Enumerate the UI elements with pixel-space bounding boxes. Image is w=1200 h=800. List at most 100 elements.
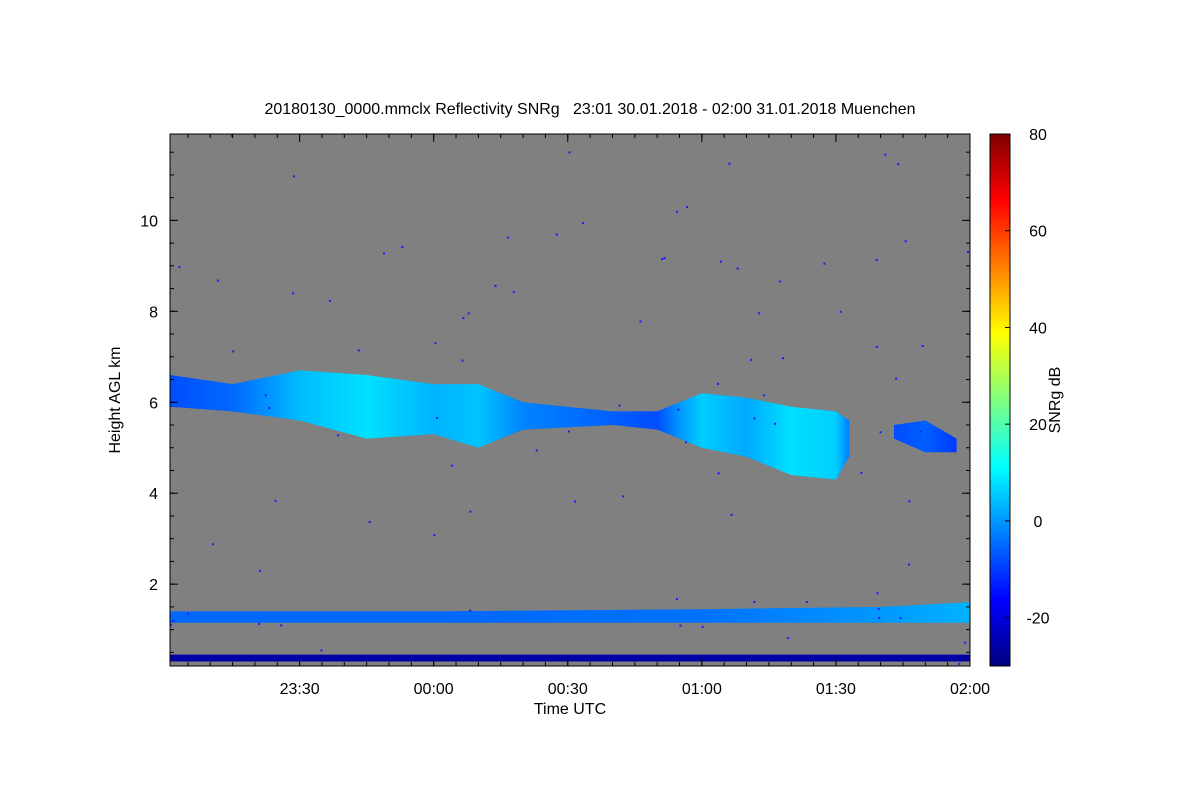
noise-speckle xyxy=(675,210,678,213)
noise-speckle xyxy=(967,251,969,253)
noise-speckle xyxy=(494,284,497,287)
noise-speckle xyxy=(921,345,924,348)
x-tick-label: 23:30 xyxy=(280,681,320,698)
noise-speckle xyxy=(462,317,465,320)
x-tick-label: 01:00 xyxy=(682,681,722,698)
noise-speckle xyxy=(555,233,558,236)
y-tick-label: 6 xyxy=(149,395,158,412)
noise-speckle xyxy=(908,500,911,503)
x-axis: 23:30 00:00 00:30 01:00 01:30 02:00 xyxy=(187,134,990,698)
chart-title: 20180130_0000.mmclx Reflectivity SNRg 23… xyxy=(264,101,915,118)
noise-speckle xyxy=(469,510,472,513)
noise-speckle xyxy=(757,312,760,315)
noise-speckle xyxy=(172,619,175,622)
noise-speckle xyxy=(677,408,680,411)
noise-speckle xyxy=(860,471,863,474)
noise-speckle xyxy=(451,464,454,467)
colorbar-tick-label: 20 xyxy=(1029,417,1047,434)
noise-speckle xyxy=(717,382,720,385)
noise-speckle xyxy=(639,320,642,323)
colorbar-tick-label: 40 xyxy=(1029,320,1047,337)
noise-speckle xyxy=(469,609,472,612)
noise-speckle xyxy=(264,394,267,397)
x-tick-label: 02:00 xyxy=(950,681,990,698)
noise-speckle xyxy=(728,162,731,165)
noise-speckle xyxy=(736,267,739,270)
noise-speckle xyxy=(899,617,902,620)
noise-speckle xyxy=(875,259,878,262)
noise-speckle xyxy=(328,299,331,302)
noise-speckle xyxy=(258,569,261,572)
noise-speckle xyxy=(368,521,371,524)
noise-speckle xyxy=(685,441,687,444)
noise-speckle xyxy=(618,404,621,407)
noise-speckle xyxy=(434,342,437,345)
noise-speckle xyxy=(878,616,881,619)
echo-features xyxy=(170,370,970,662)
noise-speckle xyxy=(663,257,666,260)
noise-speckle xyxy=(919,430,922,433)
noise-speckle xyxy=(574,500,576,503)
noise-speckle xyxy=(581,222,584,225)
noise-speckle xyxy=(877,607,880,610)
colorbar-tick-label: 0 xyxy=(1034,514,1043,531)
noise-speckle xyxy=(661,258,664,261)
noise-speckle xyxy=(675,598,678,600)
y-axis: 2 4 6 8 10 xyxy=(140,151,970,653)
feature-isolated-cloud xyxy=(894,420,957,453)
noise-speckle xyxy=(805,600,808,603)
noise-speckle xyxy=(686,206,689,208)
noise-speckle xyxy=(762,394,765,397)
noise-speckle xyxy=(461,359,464,362)
noise-speckle xyxy=(568,430,570,433)
x-axis-label: Time UTC xyxy=(534,701,606,718)
noise-speckle xyxy=(512,290,515,293)
noise-speckle xyxy=(436,416,439,419)
noise-speckle xyxy=(268,406,271,409)
colorbar xyxy=(989,133,1011,667)
noise-speckle xyxy=(895,377,898,380)
noise-speckle xyxy=(178,266,181,269)
noise-speckle xyxy=(778,280,781,283)
noise-speckle xyxy=(186,612,189,615)
noise-speckle xyxy=(211,543,214,546)
noise-speckle xyxy=(535,449,538,452)
noise-speckle xyxy=(897,163,900,166)
noise-speckle xyxy=(907,563,910,566)
noise-speckle xyxy=(904,240,907,243)
noise-speckle xyxy=(839,310,842,313)
noise-speckle xyxy=(467,312,470,315)
noise-speckle xyxy=(720,260,722,263)
noise-speckle xyxy=(964,641,967,644)
colorbar-tick-label: 80 xyxy=(1029,127,1047,144)
noise-speckle xyxy=(274,499,277,502)
noise-speckle xyxy=(781,357,784,360)
noise-speckle xyxy=(622,495,625,498)
noise-speckle xyxy=(717,472,720,475)
noise-speckle xyxy=(875,345,878,348)
noise-speckle xyxy=(568,151,571,154)
noise-speckle xyxy=(170,623,172,626)
noise-speckle xyxy=(750,358,753,361)
noise-speckles xyxy=(170,134,969,665)
noise-speckle xyxy=(258,622,261,625)
noise-speckle xyxy=(216,279,219,282)
noise-speckle xyxy=(774,422,777,425)
noise-speckle xyxy=(292,175,295,178)
y-axis-label: Height AGL km xyxy=(107,346,124,453)
noise-speckle xyxy=(433,534,436,537)
noise-speckle xyxy=(958,662,961,665)
colorbar-tick-label: 60 xyxy=(1029,224,1047,241)
x-tick-label: 01:30 xyxy=(816,681,856,698)
x-tick-label: 00:30 xyxy=(548,681,588,698)
x-tick-label: 00:00 xyxy=(414,681,454,698)
y-tick-label: 10 xyxy=(140,213,158,230)
noise-speckle xyxy=(876,592,879,595)
feature-near-ground-noise xyxy=(170,654,970,662)
noise-speckle xyxy=(507,236,510,239)
noise-speckle xyxy=(232,350,235,353)
noise-speckle xyxy=(292,292,295,295)
noise-speckle xyxy=(357,349,360,352)
noise-speckle xyxy=(823,262,826,265)
